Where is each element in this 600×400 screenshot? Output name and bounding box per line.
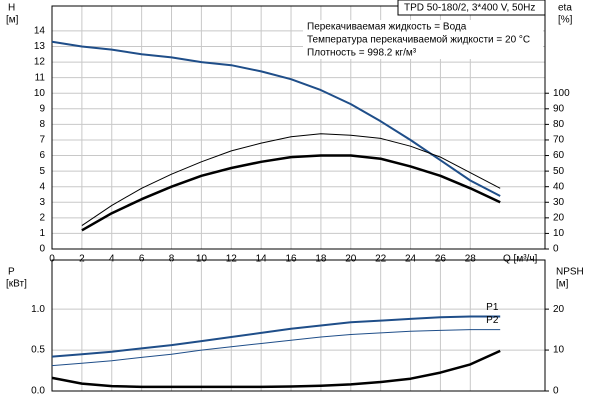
x-tick-label: 22 <box>375 254 387 265</box>
y-tick-label: 7 <box>39 135 45 146</box>
y-tick-label: 6 <box>39 150 45 161</box>
y-tick-label: 11 <box>35 72 46 83</box>
y-tick-label: 3 <box>39 197 45 208</box>
y2-tick-label: 20 <box>553 304 565 315</box>
y2-tick-label: 0 <box>553 386 559 397</box>
x-tick-label: 8 <box>169 254 175 265</box>
y-tick-label: 13 <box>34 41 46 52</box>
y2-axis-label: NPSH <box>556 267 584 278</box>
y-tick-label: 5 <box>39 166 45 177</box>
title-box <box>397 0 546 16</box>
y-tick-label: 4 <box>39 181 45 192</box>
y-axis-label: H <box>8 3 15 14</box>
x-tick-label: 4 <box>109 254 115 265</box>
series-line <box>81 154 501 232</box>
y-tick-label: 1.0 <box>31 304 45 315</box>
y2-tick-label: 90 <box>553 103 565 114</box>
y2-axis-label: eta <box>558 3 572 14</box>
y-tick-label: 10 <box>34 88 46 99</box>
y-tick-label: 8 <box>39 119 45 130</box>
x-axis-label: Q [м³/ч] <box>503 254 538 265</box>
y-tick-label: 0.5 <box>31 345 45 356</box>
x-tick-label: 2 <box>79 254 85 265</box>
x-tick-label: 10 <box>196 254 208 265</box>
series-label: P2 <box>486 315 499 326</box>
y-tick-label: 9 <box>39 103 45 114</box>
y-tick-label: 14 <box>34 26 46 37</box>
x-tick-label: 14 <box>256 254 268 265</box>
x-tick-label: 20 <box>345 254 357 265</box>
x-tick-label: 24 <box>405 254 417 265</box>
y2-axis-unit: [м] <box>556 279 569 290</box>
y2-tick-label: 60 <box>553 150 565 161</box>
y-tick-label: 0 <box>39 244 45 255</box>
y2-tick-label: 50 <box>553 166 565 177</box>
x-tick-label: 16 <box>285 254 297 265</box>
x-tick-label: 28 <box>465 254 477 265</box>
series-label: P1 <box>486 302 499 313</box>
x-tick-label: 18 <box>315 254 327 265</box>
y2-axis-unit: [%] <box>558 15 573 26</box>
y2-tick-label: 30 <box>553 197 565 208</box>
y-axis-unit: [м] <box>6 15 19 26</box>
series-line <box>51 315 501 358</box>
annotation: Температура перекачиваемой жидкости = 20… <box>307 35 530 46</box>
annotation-bg <box>303 33 543 46</box>
y-tick-label: 12 <box>34 57 46 68</box>
y2-tick-label: 10 <box>553 228 565 239</box>
y2-tick-label: 40 <box>553 181 565 192</box>
y-axis-label: P <box>8 267 15 278</box>
y2-tick-label: 100 <box>553 88 570 99</box>
y2-tick-label: 80 <box>553 119 565 130</box>
plot-frame <box>51 259 546 392</box>
x-tick-label: 0 <box>49 254 55 265</box>
series-line <box>81 133 501 227</box>
y-tick-label: 1 <box>39 228 45 239</box>
series-line <box>51 329 501 367</box>
annotation: Перекачиваемая жидкость = Вода <box>307 22 467 33</box>
series-line <box>51 40 501 197</box>
annotation-bg <box>303 20 543 33</box>
y2-tick-label: 70 <box>553 135 565 146</box>
x-tick-label: 12 <box>226 254 238 265</box>
x-tick-label: 26 <box>435 254 447 265</box>
y2-tick-label: 0 <box>553 244 559 255</box>
y-axis-unit: [кВт] <box>6 279 27 290</box>
x-tick-label: 6 <box>139 254 145 265</box>
y2-tick-label: 10 <box>553 345 565 356</box>
chart-title: TPD 50-180/2, 3*400 V, 50Hz <box>404 3 535 14</box>
y-tick-label: 0.0 <box>31 386 45 397</box>
y-tick-label: 2 <box>39 212 45 223</box>
y2-tick-label: 20 <box>553 212 565 223</box>
series-line <box>51 349 501 389</box>
annotation-bg <box>303 46 543 59</box>
annotation: Плотность = 998.2 кг/м³ <box>307 48 417 59</box>
plot-frame <box>51 5 546 250</box>
